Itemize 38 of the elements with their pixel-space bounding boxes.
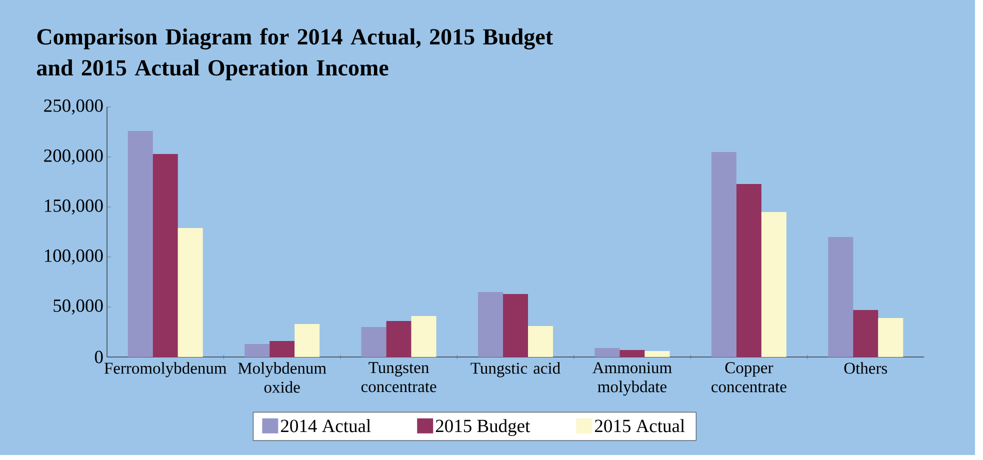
bar	[594, 348, 620, 357]
legend-label: 2014 Actual	[280, 419, 371, 432]
bar	[244, 344, 270, 357]
x-tick-label: Molybdenum oxide	[238, 362, 326, 393]
bar	[152, 154, 178, 357]
y-tick-label: 0	[94, 350, 103, 364]
bar	[294, 324, 320, 357]
bar	[503, 294, 528, 357]
chart-title: Comparison Diagram for 2014 Actual, 2015 Budget and 2015 Actual Operation Income	[36, 28, 553, 80]
bar	[361, 326, 386, 357]
x-tick-label: Ammonium molybdate	[592, 362, 672, 396]
bar	[761, 212, 786, 357]
bar	[478, 292, 503, 357]
x-tick-label: Others	[844, 362, 888, 374]
y-tick-label: 50,000	[54, 299, 103, 315]
bar	[528, 326, 553, 357]
x-tick-label: Ferromolybdenum	[104, 362, 227, 378]
x-tick-label: Copper concentrate	[712, 362, 786, 392]
legend-label: 2015 Budget	[436, 419, 530, 436]
bar	[878, 318, 904, 357]
bar	[736, 184, 762, 357]
bar	[853, 310, 878, 357]
bar	[828, 236, 854, 357]
y-tick-label: 100,000	[44, 249, 103, 265]
y-tick-label: 250,000	[44, 99, 103, 115]
bar	[128, 130, 153, 357]
bar	[411, 316, 436, 357]
y-tick-label: 150,000	[44, 199, 103, 215]
bar	[270, 340, 295, 357]
x-tick-label: Tungsten concentrate	[361, 362, 436, 392]
bar	[178, 228, 203, 357]
y-tick-label: 200,000	[44, 149, 103, 165]
bar	[711, 152, 736, 357]
legend-label: 2015 Actual	[594, 419, 685, 432]
x-tick-label: Tungstic acid	[470, 362, 560, 378]
bar	[644, 350, 670, 357]
bar	[386, 320, 412, 357]
bar	[620, 350, 645, 357]
